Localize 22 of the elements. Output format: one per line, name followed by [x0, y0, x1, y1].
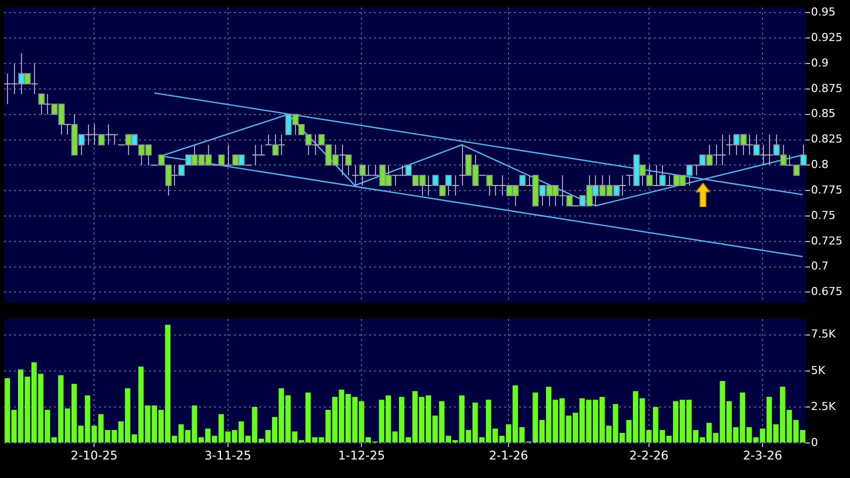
x-tick-label: 2-3-26: [742, 448, 782, 462]
y-tick-label: 0.9: [811, 56, 828, 70]
x-tick-label: 2-10-25: [70, 448, 118, 462]
x-tick-label: 3-11-25: [204, 448, 252, 462]
y-tick-label: 0.875: [811, 82, 842, 95]
y-tick-label: 0.95: [811, 6, 836, 19]
y-tick-label: 0.75: [811, 208, 836, 222]
y-tick-label: 0: [811, 436, 818, 449]
y-tick-label: 7.5K: [811, 328, 836, 341]
y-tick-label: 0.775: [811, 183, 842, 196]
y-tick-label: 0.825: [811, 132, 842, 146]
y-tick-label: 2.5K: [811, 400, 836, 413]
y-tick-label: 0.8: [811, 158, 828, 172]
y-tick-label: 0.675: [811, 285, 842, 298]
y-tick-label: 0.7: [811, 260, 828, 273]
x-tick-label: 1-12-25: [338, 448, 385, 462]
y-tick-label: 0.725: [811, 234, 842, 248]
y-tick-label: 0.925: [811, 30, 842, 44]
x-tick-label: 2-1-26: [488, 448, 528, 462]
x-tick-label: 2-2-26: [629, 448, 669, 462]
y-tick-label: 5K: [811, 364, 826, 377]
y-tick-label: 0.85: [811, 107, 836, 120]
